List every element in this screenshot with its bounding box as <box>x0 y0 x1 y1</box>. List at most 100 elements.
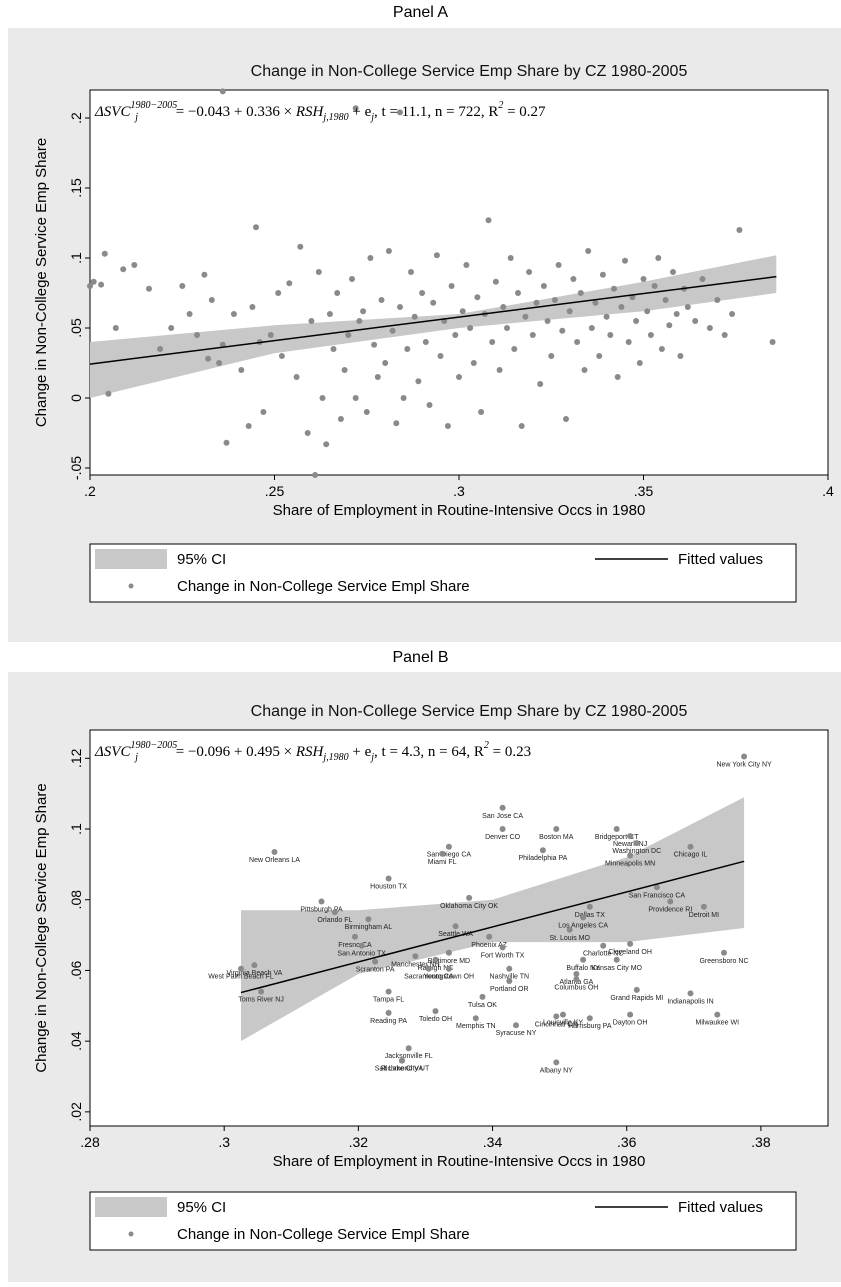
data-point <box>640 276 647 282</box>
data-point <box>485 217 492 224</box>
y-tick-label: .06 <box>68 960 84 980</box>
data-point <box>425 965 432 972</box>
legend-point-swatch <box>128 1231 134 1237</box>
point-label: Greensboro NC <box>699 958 748 965</box>
legend <box>89 1191 797 1251</box>
chart-title: Change in Non-College Service Emp Share … <box>251 63 688 80</box>
data-point <box>633 318 640 324</box>
legend <box>89 543 797 603</box>
data-point <box>456 374 462 380</box>
data-point <box>551 297 558 303</box>
data-point <box>506 965 513 972</box>
data-point <box>448 283 455 289</box>
data-point <box>499 826 506 832</box>
data-point <box>389 327 396 334</box>
data-point <box>194 332 200 338</box>
data-point <box>445 965 452 972</box>
data-point <box>714 297 721 303</box>
data-point <box>157 346 164 352</box>
data-point <box>437 353 444 359</box>
point-label: Syracuse NY <box>496 1030 537 1037</box>
x-axis-label: Share of Employment in Routine-Intensive… <box>273 1153 646 1170</box>
data-point <box>560 1011 566 1018</box>
point-label: Tulsa OK <box>468 1002 497 1009</box>
data-point <box>506 978 513 984</box>
data-point <box>216 360 223 366</box>
data-point <box>399 1057 405 1064</box>
legend-point-label: Change in Non-College Service Empl Share <box>177 578 470 595</box>
x-tick-label: .32 <box>349 1134 369 1150</box>
data-point <box>318 898 325 905</box>
data-point <box>105 390 112 397</box>
legend-ci-label: 95% CI <box>177 551 226 568</box>
data-point <box>168 325 175 331</box>
data-point <box>474 294 481 301</box>
point-label: Nashville TN <box>490 974 530 981</box>
data-point <box>586 1015 593 1022</box>
data-point <box>419 290 426 296</box>
data-point <box>613 826 620 832</box>
point-label: Phoenix AZ <box>471 942 508 949</box>
data-point <box>275 290 282 296</box>
point-label: Columbus OH <box>554 984 598 991</box>
data-point <box>319 395 326 401</box>
data-point <box>415 378 422 385</box>
ci-band <box>90 255 777 398</box>
point-label: Oklahoma City OK <box>440 903 498 910</box>
data-point <box>371 341 378 348</box>
data-point <box>334 290 341 296</box>
data-point <box>331 909 338 916</box>
data-point <box>553 826 560 832</box>
x-tick-label: .36 <box>617 1134 637 1150</box>
point-label: Harrisburg PA <box>568 1023 612 1030</box>
point-label: Scranton PA <box>356 967 395 974</box>
data-point <box>323 441 330 448</box>
data-point <box>430 299 437 306</box>
data-point <box>445 843 452 850</box>
data-point <box>205 355 212 362</box>
data-point <box>245 423 252 429</box>
data-point <box>627 940 634 947</box>
panel-a-label: Panel A <box>392 4 449 21</box>
data-point <box>405 1045 412 1052</box>
data-point <box>470 360 477 366</box>
data-point <box>258 988 265 995</box>
panel-b: Change in Non-College Service Emp Share … <box>8 672 841 1282</box>
data-point <box>432 956 439 963</box>
data-point <box>260 409 267 415</box>
data-point <box>580 956 587 963</box>
data-point <box>304 430 311 436</box>
data-point <box>721 949 727 956</box>
point-label: Denver CO <box>485 834 521 841</box>
data-point <box>422 339 429 345</box>
data-point <box>408 269 414 275</box>
data-point <box>101 250 108 257</box>
point-label: Albany NY <box>540 1067 573 1074</box>
point-label: Fort Worth TX <box>481 952 525 959</box>
legend-ci-swatch <box>95 549 167 569</box>
data-point <box>374 374 381 380</box>
data-point <box>655 255 662 261</box>
data-point <box>721 332 728 338</box>
data-point <box>644 308 651 315</box>
point-label: Richmond VA <box>381 1066 424 1073</box>
data-point <box>548 353 555 359</box>
panel-a: Change in Non-College Service Emp Share … <box>8 28 841 642</box>
data-point <box>588 325 595 331</box>
data-point <box>651 283 658 289</box>
point-label: Buffalo NY <box>566 965 600 972</box>
data-point <box>352 395 359 401</box>
point-label: Raleigh NC <box>418 965 454 972</box>
data-point <box>563 416 569 422</box>
point-label: Baltimore MD <box>428 958 470 965</box>
data-point <box>131 262 138 268</box>
data-point <box>90 278 97 285</box>
point-label: Minneapolis MN <box>605 861 655 868</box>
data-point <box>667 898 674 905</box>
data-point <box>673 311 680 317</box>
data-point <box>492 278 499 285</box>
point-label: San Francisco CA <box>629 892 686 899</box>
point-label: Charlotte NC <box>583 951 623 958</box>
y-tick-label: .2 <box>68 112 84 124</box>
point-label: New York City NY <box>716 762 772 769</box>
